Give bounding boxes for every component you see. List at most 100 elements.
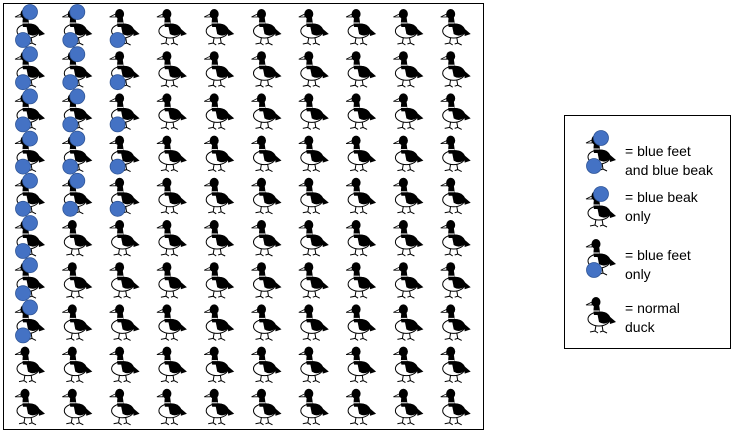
blue-dot-icon [22,4,38,20]
duck-normal [345,304,377,341]
normal-duck-icon [585,297,616,334]
blue-dot-icon [69,172,86,189]
duck-normal [440,220,471,257]
duck-normal [204,388,235,426]
duck-blue-feet-and-beak [14,46,45,91]
duck-normal [440,51,471,88]
duck-icon [585,297,616,334]
blue-dot-icon [69,46,86,63]
duck-normal [14,346,45,384]
duck-normal [251,388,282,426]
legend: = blue feet and blue beak = blue beak on… [564,115,731,349]
duck-normal [298,51,329,88]
duck-normal [345,177,377,215]
duck-icon [585,239,616,278]
duck-normal [251,135,282,173]
legend-label-blue-feet-only: = blue feet only [625,247,691,282]
duck-normal [393,135,424,173]
duck-blue-feet [109,135,140,175]
duck-blue-feet [109,51,140,91]
duck-normal [298,135,329,173]
duck-normal [156,177,187,215]
duck-icon [585,186,616,228]
duck-blue-feet-and-beak [14,172,45,217]
duck-normal [156,93,187,130]
duck-normal [440,304,471,341]
duck-normal [109,262,140,299]
duck-normal [345,262,377,299]
blue-dot-icon [109,200,126,217]
duck-normal [14,388,45,426]
blue-feet-and-beak-duck-icon [585,130,616,174]
duck-blue-feet-and-beak [62,46,93,91]
blue-dot-icon [62,74,79,91]
duck-normal [204,262,235,299]
blue-dot-icon [69,4,86,20]
blue-dot-icon [109,32,126,48]
blue-dot-icon [15,116,31,133]
duck-normal [298,388,329,426]
blue-dot-icon [62,32,79,48]
duck-normal [156,388,187,426]
duck-normal [345,93,377,130]
duck-normal [204,220,235,257]
blue-dot-icon [593,130,609,146]
duck-normal [440,93,471,130]
legend-label-blue-feet-and-beak: = blue feet and blue beak [625,143,713,178]
duck-normal [298,9,329,46]
duck-normal [109,220,140,257]
duck-normal [251,177,282,215]
blue-dot-icon [22,299,38,316]
blue-dot-icon [62,116,79,133]
duck-normal [62,304,93,341]
duck-normal [156,304,187,341]
duck-normal [251,93,282,130]
duck-normal [440,135,471,173]
blue-dot-icon [109,158,126,175]
duck-normal [204,9,235,46]
duck-normal [204,93,235,130]
duck-normal [109,346,140,384]
duck-normal [393,346,424,384]
duck-normal [440,262,471,299]
blue-dot-icon [62,200,79,217]
duck-normal [62,388,93,426]
blue-dot-icon [15,158,31,175]
duck-normal [345,388,377,426]
duck-normal [298,93,329,130]
duck-normal [298,220,329,257]
duck-normal [298,262,329,299]
duck-blue-feet-and-beak [14,299,45,344]
duck-icon [585,130,616,174]
blue-dot-icon [15,327,31,344]
duck-normal [298,304,329,341]
duck-normal [345,220,377,257]
duck-blue-feet [109,93,140,133]
blue-dot-icon [593,186,609,202]
duck-normal [393,388,424,426]
blue-dot-icon [586,158,602,174]
duck-normal [251,346,282,384]
duck-normal [156,51,187,88]
duck-normal [156,9,187,46]
duck-normal [440,9,471,46]
duck-blue-feet-and-beak [62,88,93,133]
duck-normal [393,220,424,257]
duck-blue-feet-and-beak [14,130,45,175]
blue-dot-icon [22,46,38,63]
duck-normal [298,177,329,215]
blue-dot-icon [62,158,79,175]
duck-normal [251,262,282,299]
duck-normal [251,9,282,46]
blue-dot-icon [22,215,38,231]
duck-normal [345,135,377,173]
duck-normal [156,220,187,257]
duck-normal [62,262,93,299]
duck-normal [393,177,424,215]
blue-feet-duck-icon [585,239,616,278]
blue-beak-duck-icon [585,186,616,228]
blue-dot-icon [22,88,38,105]
blue-dot-icon [22,257,38,274]
duck-normal [393,9,424,46]
duck-normal [204,304,235,341]
